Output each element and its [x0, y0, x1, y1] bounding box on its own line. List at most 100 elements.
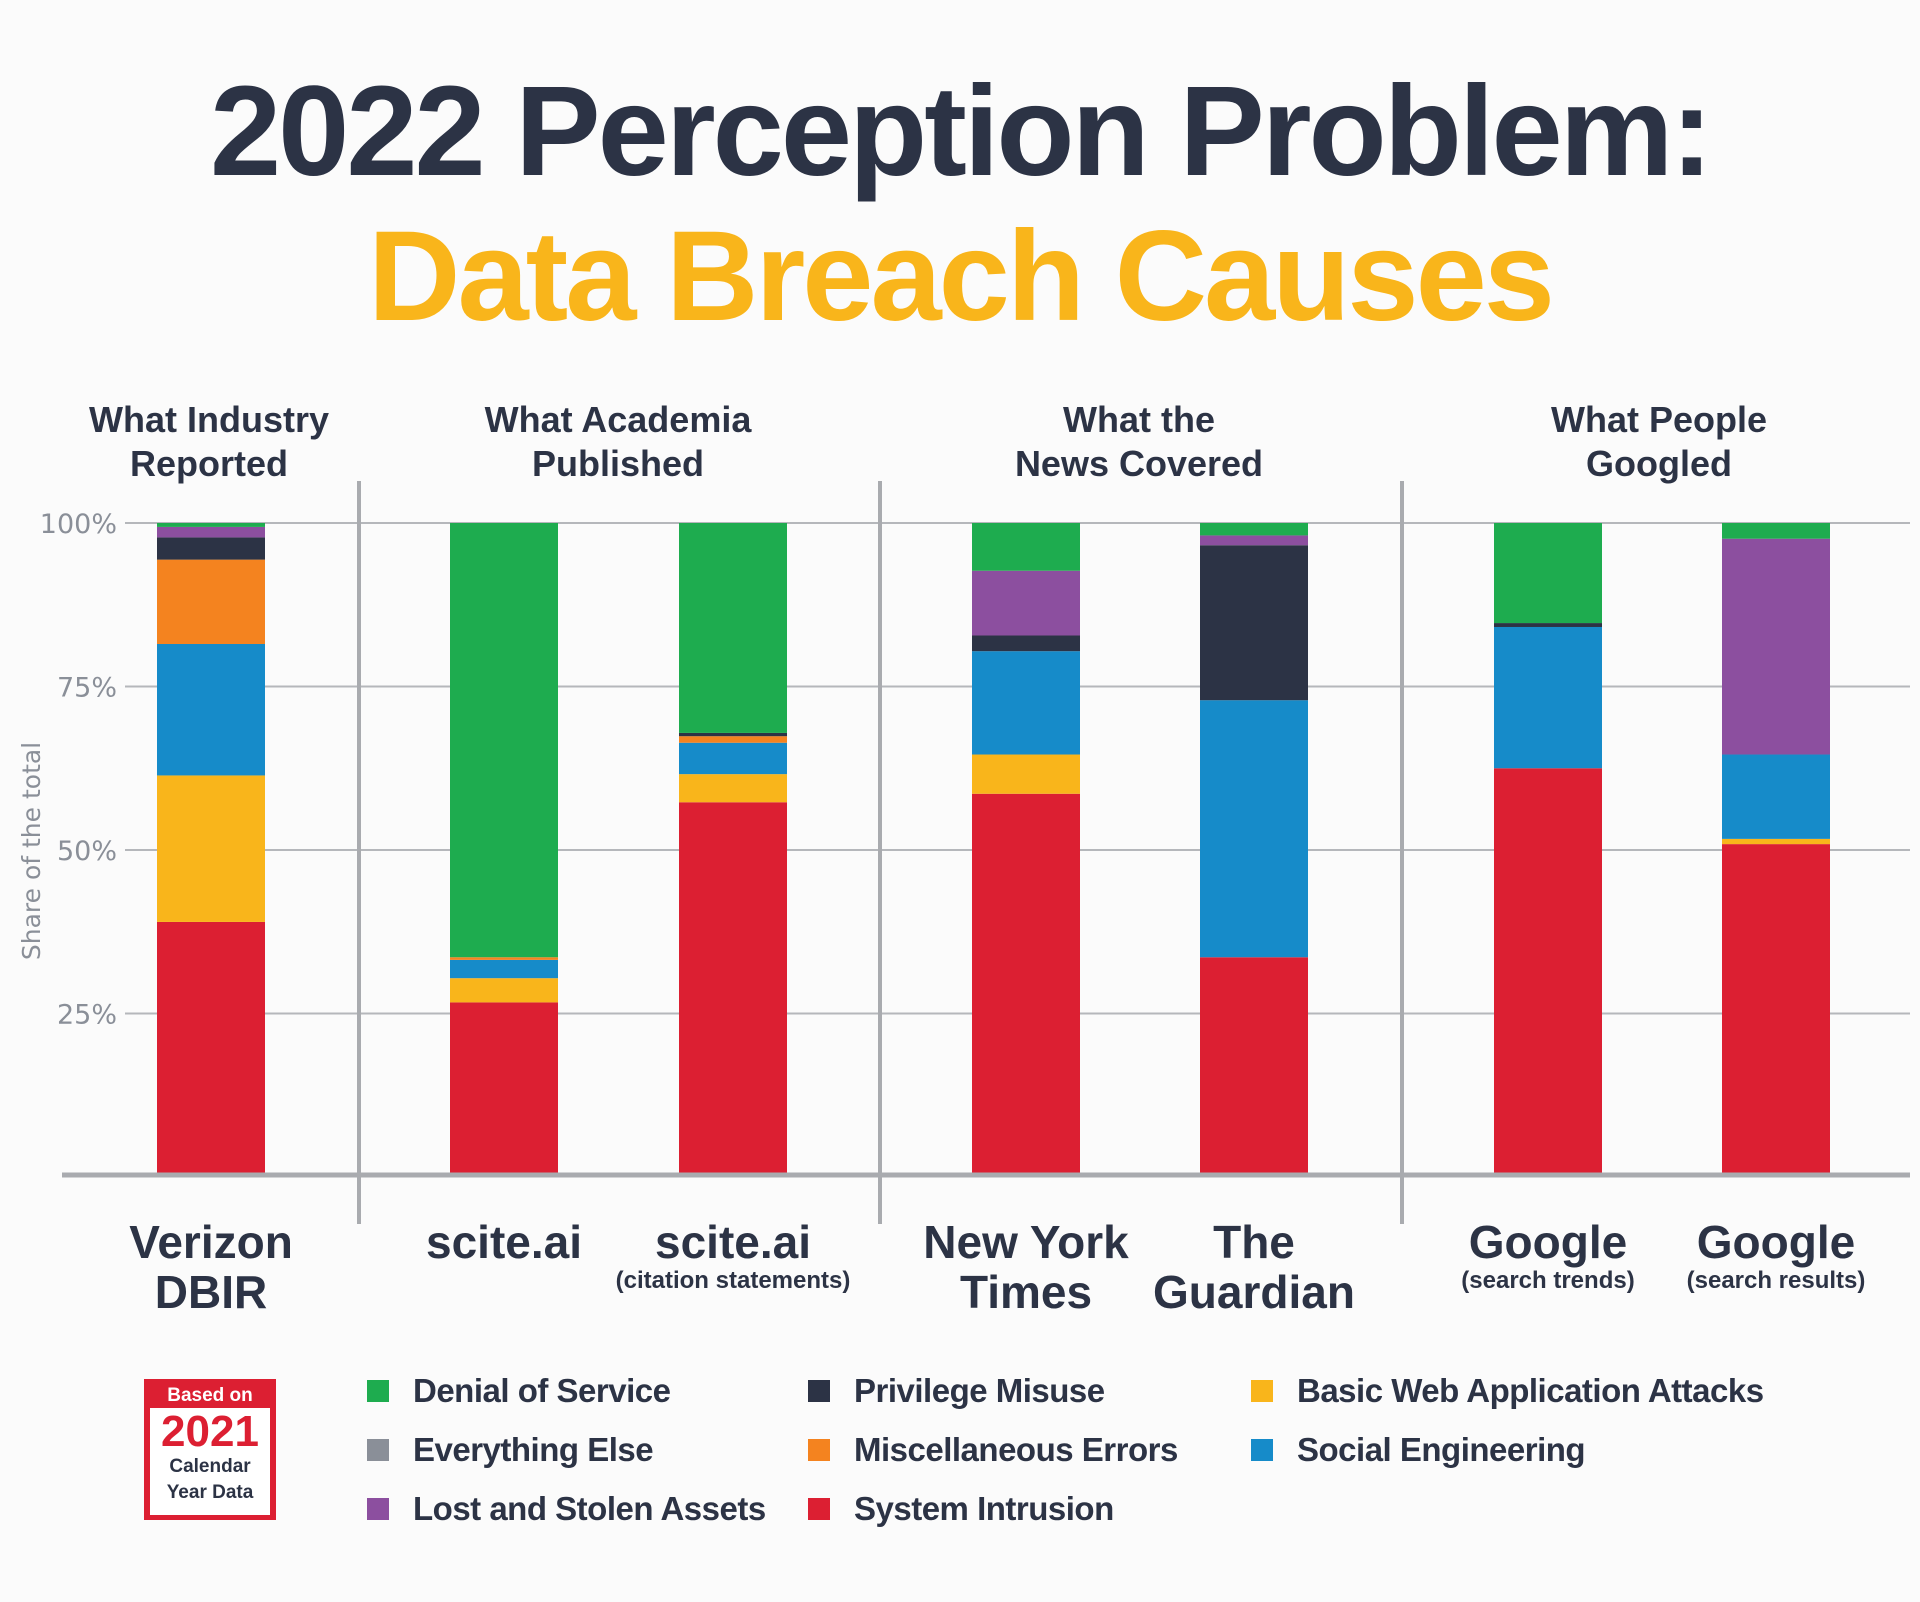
- legend-item: Miscellaneous Errors: [808, 1431, 1178, 1469]
- group-header-line: Published: [531, 443, 705, 484]
- bar-segment-basic-web-application-attacks: [1722, 838, 1830, 845]
- bar-segment-miscellaneous-errors: [679, 736, 787, 743]
- legend-label: System Intrusion: [854, 1490, 1114, 1527]
- legend-label: Denial of Service: [413, 1372, 671, 1409]
- group-header-line: News Covered: [1014, 443, 1264, 484]
- group-header: What Industry Reported: [0, 398, 419, 486]
- bar-segment-privilege-misuse: [1494, 623, 1602, 627]
- group-header: What People Googled: [1449, 398, 1869, 486]
- legend-item: Denial of Service: [367, 1372, 671, 1410]
- bar-segment-lost-and-stolen-assets: [1200, 535, 1308, 546]
- x-category-label: Google (search trends): [1418, 1217, 1678, 1295]
- legend-item: Everything Else: [367, 1431, 654, 1469]
- group-header: What the News Covered: [929, 398, 1349, 486]
- legend-item: Privilege Misuse: [808, 1372, 1105, 1410]
- bar-segment-system-intrusion: [679, 802, 787, 1177]
- legend-item: System Intrusion: [808, 1490, 1114, 1528]
- y-tick-label: 25%: [57, 1000, 117, 1031]
- bar-segment-privilege-misuse: [157, 537, 265, 560]
- legend-label: Lost and Stolen Assets: [413, 1490, 766, 1527]
- bar-segment-social-engineering: [1200, 700, 1308, 958]
- legend-swatch: [808, 1439, 830, 1461]
- bar-segment-social-engineering: [1494, 626, 1602, 769]
- bar-segment-denial-of-service: [1200, 523, 1308, 536]
- chart-title-line1: 2022 Perception Problem:: [209, 60, 1713, 203]
- bar-segment-miscellaneous-errors: [450, 957, 558, 960]
- bar-segment-basic-web-application-attacks: [679, 774, 787, 803]
- legend-label: Social Engineering: [1297, 1431, 1586, 1468]
- bar-segment-denial-of-service: [679, 523, 787, 733]
- legend-item: Basic Web Application Attacks: [1251, 1372, 1764, 1410]
- y-tick-label: 75%: [57, 673, 117, 704]
- badge-line1: Calendar: [169, 1456, 251, 1477]
- bar-segment-miscellaneous-errors: [157, 559, 265, 644]
- legend-label: Everything Else: [413, 1431, 654, 1468]
- bar-segment-basic-web-application-attacks: [450, 978, 558, 1003]
- badge-top: Based on: [167, 1385, 253, 1406]
- legend-swatch: [808, 1498, 830, 1520]
- legend-swatch: [1251, 1439, 1273, 1461]
- bar-segment-lost-and-stolen-assets: [972, 570, 1080, 636]
- bar-segment-system-intrusion: [1722, 844, 1830, 1177]
- legend-swatch: [1251, 1380, 1273, 1402]
- category-name: Google: [1468, 1216, 1628, 1268]
- bar-segment-denial-of-service: [1494, 523, 1602, 624]
- chart-title-line2: Data Breach Causes: [368, 205, 1555, 348]
- bar-segment-privilege-misuse: [1200, 545, 1308, 701]
- bar-segment-system-intrusion: [157, 921, 265, 1177]
- bar-segment-basic-web-application-attacks: [972, 754, 1080, 794]
- group-header-line: What Industry: [89, 399, 329, 440]
- badge-line2: Year Data: [166, 1482, 254, 1503]
- x-category-label: The Guardian: [1124, 1217, 1384, 1317]
- bar-segment-system-intrusion: [972, 793, 1080, 1177]
- category-name: Times: [959, 1266, 1093, 1318]
- x-category-label: scite.ai (citation statements): [603, 1217, 863, 1295]
- x-category-label: Google (search results): [1646, 1217, 1906, 1295]
- legend-label: Miscellaneous Errors: [854, 1431, 1178, 1468]
- category-name: scite.ai: [426, 1216, 582, 1268]
- legend-item: Social Engineering: [1251, 1431, 1586, 1469]
- legend-swatch: [367, 1380, 389, 1402]
- bar-segment-social-engineering: [972, 651, 1080, 755]
- legend-swatch: [367, 1439, 389, 1461]
- category-name: Google: [1696, 1216, 1856, 1268]
- y-tick-label: 100%: [40, 509, 117, 540]
- based-on-2021-badge: Based on 2021 Calendar Year Data: [144, 1379, 276, 1520]
- bar-segment-denial-of-service: [1722, 523, 1830, 539]
- group-header-line: What People: [1550, 399, 1768, 440]
- group-header-line: Reported: [129, 443, 288, 484]
- category-name: The: [1213, 1216, 1295, 1268]
- group-header-line: Googled: [1586, 443, 1732, 484]
- category-name: DBIR: [154, 1266, 268, 1318]
- bar-segment-social-engineering: [679, 742, 787, 775]
- x-category-label: Verizon DBIR: [81, 1217, 341, 1317]
- bar-segment-lost-and-stolen-assets: [1722, 538, 1830, 755]
- bar-segment-denial-of-service: [972, 523, 1080, 571]
- bar-segment-denial-of-service: [450, 523, 558, 958]
- legend-swatch: [367, 1498, 389, 1520]
- category-name: New York: [923, 1216, 1129, 1268]
- category-name: Guardian: [1153, 1266, 1355, 1318]
- bar-segment-system-intrusion: [450, 1002, 558, 1177]
- group-header-line: What the: [1063, 399, 1215, 440]
- category-subtitle: (search results): [1686, 1267, 1866, 1294]
- group-header-line: What Academia: [484, 399, 752, 440]
- y-tick-label: 50%: [57, 836, 117, 867]
- bar-segment-privilege-misuse: [972, 635, 1080, 652]
- legend-label: Basic Web Application Attacks: [1297, 1372, 1764, 1409]
- bar-segment-lost-and-stolen-assets: [157, 526, 265, 538]
- bar-segment-social-engineering: [1722, 754, 1830, 839]
- bar-segment-social-engineering: [450, 959, 558, 979]
- category-subtitle: (citation statements): [615, 1267, 851, 1294]
- bar-segment-privilege-misuse: [679, 732, 787, 737]
- bar-segment-social-engineering: [157, 643, 265, 776]
- legend-label: Privilege Misuse: [854, 1372, 1105, 1409]
- y-axis-title: Share of the total: [17, 742, 46, 960]
- bar-segment-denial-of-service: [157, 523, 265, 527]
- x-category-label: New York Times: [896, 1217, 1156, 1317]
- bar-segment-system-intrusion: [1200, 957, 1308, 1177]
- category-name: Verizon: [129, 1216, 293, 1268]
- bar-segment-basic-web-application-attacks: [157, 775, 265, 922]
- badge-year: 2021: [161, 1407, 259, 1456]
